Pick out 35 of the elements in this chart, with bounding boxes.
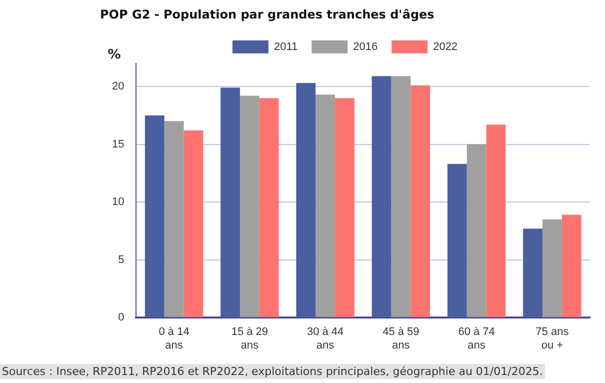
x-tick-label: 30 à 44 ans: [306, 326, 344, 352]
bar: [447, 164, 467, 318]
y-tick-label: 15: [112, 138, 124, 150]
x-tick-label: 75 ans ou +: [536, 326, 570, 352]
bar: [259, 98, 279, 318]
bar: [316, 94, 336, 318]
bar: [184, 130, 204, 318]
x-tick-label: 15 à 29 ans: [231, 326, 268, 352]
bar: [410, 85, 430, 318]
y-tick-label: 10: [112, 196, 124, 208]
bar: [523, 228, 542, 318]
legend-label: 2016: [353, 40, 378, 53]
bar: [335, 98, 354, 318]
chart-title: POP G2 - Population par grandes tranches d'âges: [100, 7, 434, 22]
bar: [542, 219, 562, 318]
y-tick-label: 5: [118, 254, 124, 266]
bar: [562, 214, 582, 318]
y-axis-title: %: [108, 47, 121, 62]
bar: [240, 96, 260, 318]
legend-label: 2011: [274, 40, 298, 53]
bar: [372, 76, 392, 318]
y-tick-label: 20: [112, 80, 124, 93]
bar: [486, 124, 506, 318]
source-note: Sources : Insee, RP2011, RP2016 et RP2022, exploitations principales, géographie au 01/01/2025.: [0, 364, 545, 379]
x-tick-label: 60 à 74 ans: [458, 326, 495, 352]
y-tick-label: 0: [118, 312, 124, 324]
bar: [391, 76, 411, 318]
x-tick-label: 45 à 59 ans: [382, 326, 420, 352]
bar: [144, 115, 164, 318]
x-tick-label: 0 à 14 ans: [158, 326, 190, 352]
bar: [164, 121, 184, 318]
bar: [296, 83, 316, 318]
legend-label: 2022: [433, 40, 458, 53]
bar: [466, 144, 486, 318]
bar: [220, 88, 240, 318]
